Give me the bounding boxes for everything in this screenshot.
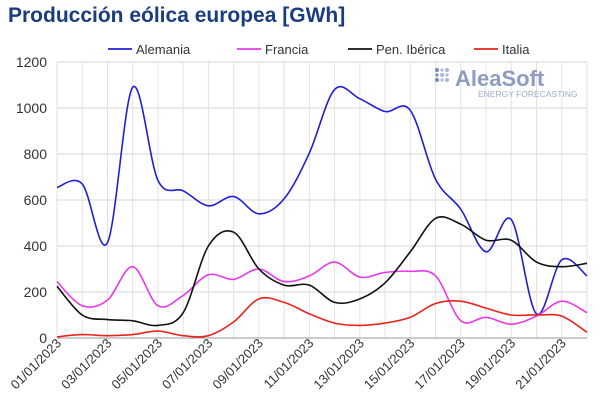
x-tick-label: 11/01/2023 (261, 336, 317, 392)
x-tick-label: 15/01/2023 (361, 336, 418, 393)
x-tick-label: 05/01/2023 (108, 336, 165, 393)
logo-dot (444, 67, 450, 73)
x-tick-label: 07/01/2023 (159, 336, 216, 393)
legend-label: Italia (502, 42, 530, 57)
y-tick-label: 0 (39, 330, 47, 346)
y-tick-label: 1200 (16, 54, 47, 70)
x-tick-label: 21/01/2023 (512, 336, 569, 393)
logo-dot (434, 67, 440, 73)
y-tick-label: 200 (24, 284, 48, 300)
series-line-italia (56, 296, 588, 338)
y-tick-label: 1000 (16, 100, 47, 116)
x-tick-label: 19/01/2023 (462, 336, 519, 393)
y-tick-label: 600 (24, 192, 48, 208)
logo-tagline: ENERGY FORECASTING (478, 89, 578, 99)
y-tick-label: 400 (24, 238, 48, 254)
series-line-alemania (56, 85, 588, 315)
series-line-pen-iberica (56, 216, 588, 327)
logo-dot (439, 72, 445, 78)
logo-dot (445, 73, 449, 77)
logo-dot (440, 68, 444, 72)
logo-name: AleaSoft (455, 66, 545, 91)
x-tick-label: 01/01/2023 (7, 336, 64, 393)
legend-label: Pen. Ibérica (376, 42, 446, 57)
logo-dot (444, 77, 450, 83)
x-tick-label: 09/01/2023 (209, 336, 266, 393)
series-line-francia (56, 261, 588, 326)
x-tick-label: 17/01/2023 (411, 336, 468, 393)
x-tick-label: 13/01/2023 (310, 336, 367, 393)
logo-dot (435, 73, 439, 77)
legend-label: Alemania (136, 42, 191, 57)
chart-title: Producción eólica europea [GWh] (8, 4, 346, 27)
logo-dot (440, 78, 444, 82)
x-tick-label: 03/01/2023 (58, 336, 115, 393)
logo-dot (434, 77, 440, 83)
legend-label: Francia (265, 42, 309, 57)
y-tick-label: 800 (24, 146, 48, 162)
